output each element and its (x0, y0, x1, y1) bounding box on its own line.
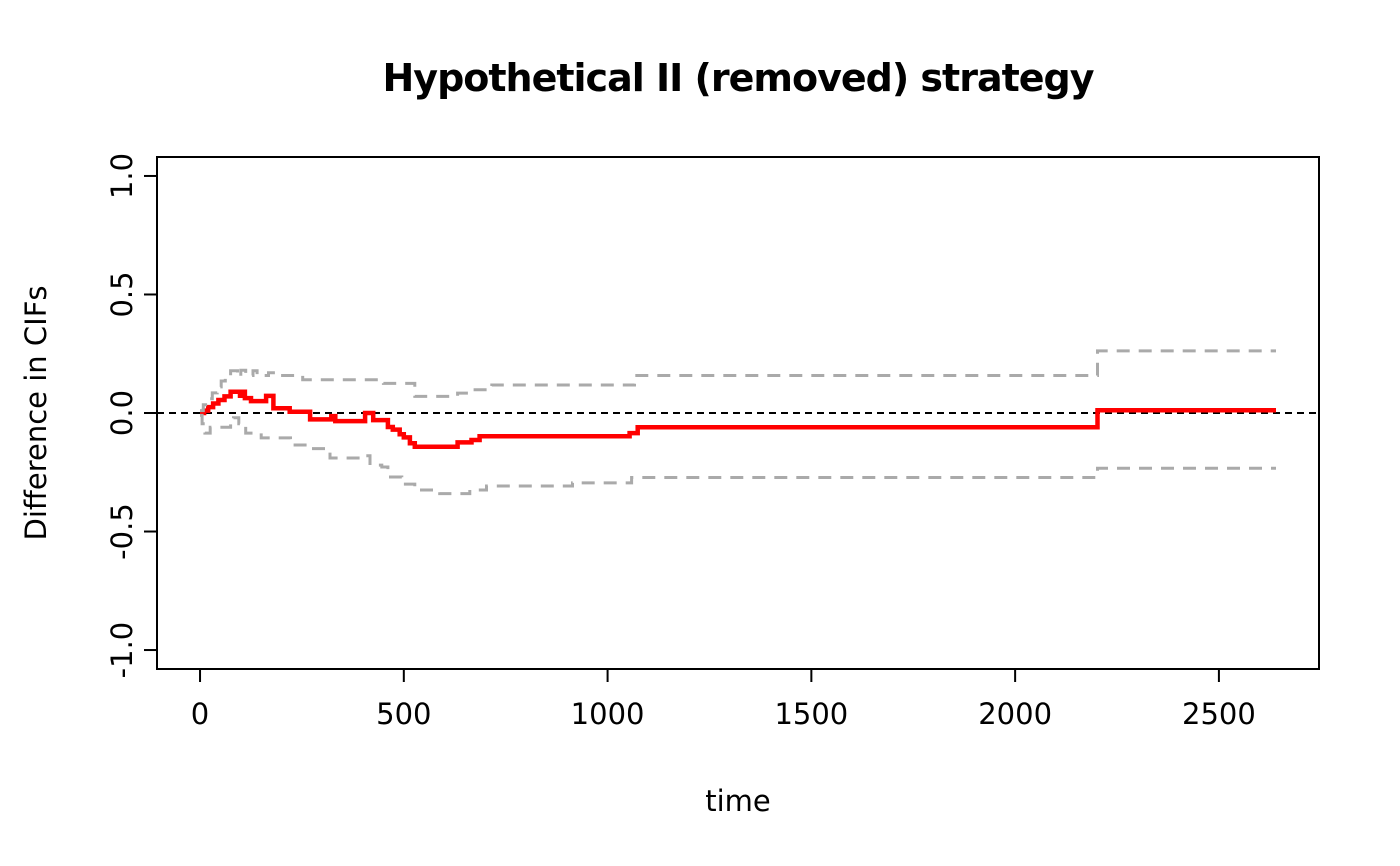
x-tick-label: 1500 (774, 697, 848, 731)
y-tick-label: 0.5 (105, 271, 139, 317)
x-tick-label: 1000 (571, 697, 645, 731)
x-tick-label: 0 (191, 697, 209, 731)
y-tick-label: 0.0 (105, 390, 139, 436)
x-tick-label: 2000 (978, 697, 1052, 731)
difference-in-cifs-estimate-line (200, 389, 1276, 449)
chart-title: Hypothetical II (removed) strategy (382, 56, 1095, 100)
x-axis-title: time (705, 784, 771, 818)
y-tick-label: -0.5 (105, 503, 139, 560)
lower-confidence-limit-line (200, 413, 1276, 496)
x-tick-label: 500 (376, 697, 431, 731)
y-tick-label: -1.0 (105, 622, 139, 679)
y-axis-title: Difference in CIFs (19, 285, 53, 541)
x-tick-label: 2500 (1182, 697, 1256, 731)
y-tick-label: 1.0 (105, 153, 139, 199)
upper-confidence-limit-line (200, 349, 1276, 413)
